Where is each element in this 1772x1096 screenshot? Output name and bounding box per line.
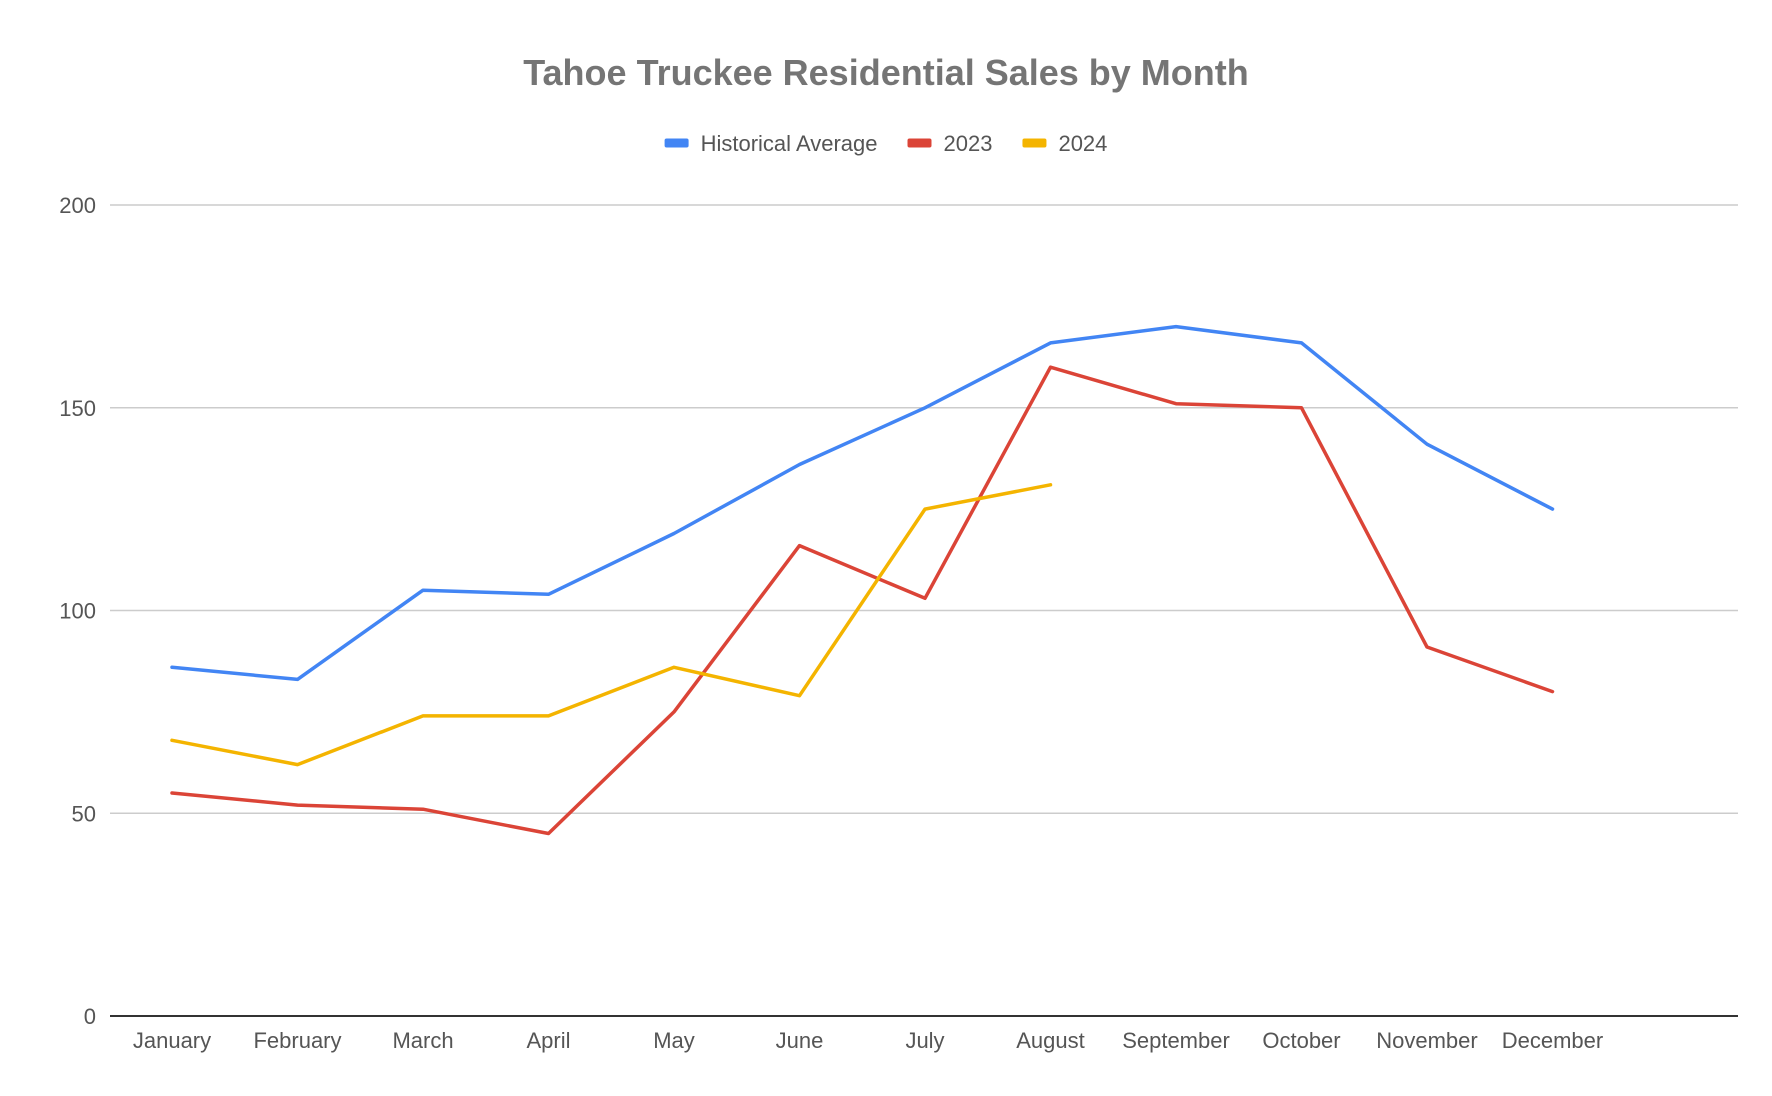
legend-label: 2023 xyxy=(944,131,993,156)
legend-item: 2023 xyxy=(907,131,993,156)
series-line-1 xyxy=(170,365,1555,836)
legend-swatch xyxy=(907,138,932,148)
y-axis: 0 50 100 150 200 xyxy=(59,193,96,1029)
gridlines xyxy=(110,204,1738,1017)
plot-area xyxy=(170,324,1555,836)
legend: Historical Average 2023 2024 xyxy=(664,131,1107,156)
x-tick-label: August xyxy=(1016,1028,1085,1053)
legend-swatch xyxy=(1022,138,1047,148)
x-tick-label: September xyxy=(1122,1028,1230,1053)
x-tick-label: February xyxy=(253,1028,341,1053)
x-tick-label: December xyxy=(1502,1028,1603,1053)
series-line-0 xyxy=(170,324,1555,682)
x-tick-label: October xyxy=(1262,1028,1340,1053)
x-tick-label: July xyxy=(905,1028,944,1053)
x-tick-label: January xyxy=(133,1028,211,1053)
y-tick-label: 200 xyxy=(59,193,96,218)
y-tick-label: 150 xyxy=(59,396,96,421)
legend-swatch xyxy=(664,138,689,148)
y-tick-label: 50 xyxy=(72,801,96,826)
legend-item: Historical Average xyxy=(664,131,878,156)
x-axis: January February March April May June July Augu… xyxy=(133,1028,1603,1053)
legend-label: 2024 xyxy=(1058,131,1107,156)
legend-label: Historical Average xyxy=(701,131,878,156)
y-tick-label: 100 xyxy=(59,599,96,624)
series-line-2 xyxy=(170,483,1053,767)
x-tick-label: May xyxy=(653,1028,695,1053)
chart-title: Tahoe Truckee Residential Sales by Month xyxy=(523,52,1249,93)
x-tick-label: March xyxy=(392,1028,453,1053)
x-tick-label: June xyxy=(776,1028,824,1053)
x-tick-label: November xyxy=(1376,1028,1477,1053)
y-tick-label: 0 xyxy=(84,1004,96,1029)
legend-item: 2024 xyxy=(1022,131,1107,156)
x-tick-label: April xyxy=(526,1028,570,1053)
